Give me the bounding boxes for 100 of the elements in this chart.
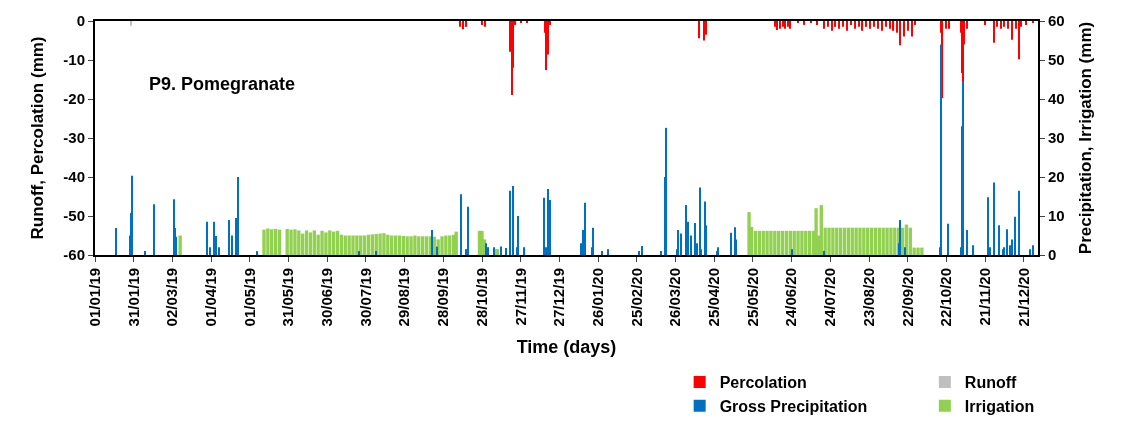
bar xyxy=(694,223,696,255)
bar xyxy=(972,245,975,255)
bar xyxy=(998,225,1000,255)
bar xyxy=(256,251,259,255)
x-tick-label: 01/05/19 xyxy=(240,268,258,327)
bar xyxy=(889,227,893,255)
bar xyxy=(1018,190,1020,255)
y2-tick-label: 0 xyxy=(1048,246,1057,264)
bar xyxy=(467,206,469,255)
bar xyxy=(505,247,508,255)
bar xyxy=(827,227,831,255)
bar xyxy=(920,247,924,255)
y2-tick-label: 40 xyxy=(1048,90,1065,108)
y-axis-title: Runoff, Percolation (mm) xyxy=(28,36,48,240)
x-tick-label: 01/04/19 xyxy=(201,268,219,327)
legend-label: Gross Precipitation xyxy=(719,397,868,415)
bar xyxy=(512,185,514,255)
bar xyxy=(417,236,421,255)
bar xyxy=(386,234,390,255)
bar xyxy=(431,230,433,255)
bar xyxy=(862,227,866,255)
x-tick-label: 22/09/20 xyxy=(898,268,916,327)
x-tick-label: 28/10/19 xyxy=(472,268,490,327)
bar xyxy=(819,205,823,255)
y2-tick-label: 60 xyxy=(1048,12,1065,30)
x-tick-label: 26/01/20 xyxy=(588,268,606,327)
bar xyxy=(304,230,309,255)
x-tick-label: 23/08/20 xyxy=(859,268,877,327)
bar xyxy=(289,229,293,255)
y-tick-label: -20 xyxy=(63,90,85,108)
bar xyxy=(699,187,701,255)
bar xyxy=(237,177,239,255)
x-tick-label: 21/11/20 xyxy=(975,268,993,326)
bar xyxy=(858,227,862,255)
bar xyxy=(547,189,549,255)
y-tick-label: -40 xyxy=(63,168,85,186)
annotation: P9. Pomegranate xyxy=(149,74,296,94)
bar xyxy=(320,230,324,255)
y-tick-label: -10 xyxy=(63,51,85,69)
bar xyxy=(831,227,835,255)
x-axis-title: Time (days) xyxy=(516,336,617,357)
bar xyxy=(409,236,413,255)
bar xyxy=(665,127,668,255)
bar xyxy=(1029,249,1031,255)
bar xyxy=(293,229,297,255)
bar xyxy=(228,219,230,255)
x-tick-label: 26/03/20 xyxy=(666,268,684,327)
bar xyxy=(543,197,545,255)
bar xyxy=(206,221,208,255)
x-tick-label: 22/10/20 xyxy=(937,268,955,327)
bar xyxy=(947,223,949,255)
y-tick-label: -30 xyxy=(63,129,85,147)
x-tick-label: 30/06/19 xyxy=(318,268,336,327)
legend-label: Runoff xyxy=(964,374,1018,392)
x-tick-label: 28/09/19 xyxy=(434,268,452,327)
bar xyxy=(500,246,502,255)
bar xyxy=(370,234,375,255)
bar xyxy=(660,251,662,255)
y2-tick-label: 30 xyxy=(1048,129,1065,147)
bar xyxy=(601,251,603,255)
y-tick-label: -60 xyxy=(63,246,85,264)
bar xyxy=(854,227,858,255)
bar xyxy=(436,246,438,255)
x-tick-label: 01/01/19 xyxy=(85,268,103,327)
bar xyxy=(517,216,519,255)
x-tick-label: 30/07/19 xyxy=(356,268,374,327)
bar xyxy=(685,205,687,255)
bar xyxy=(485,243,487,255)
bar xyxy=(680,233,682,255)
bar xyxy=(297,230,301,255)
bar xyxy=(440,236,444,255)
x-tick-label: 02/03/19 xyxy=(163,268,181,327)
bar xyxy=(966,230,968,255)
x-tick-label: 25/05/20 xyxy=(743,268,761,327)
x-tick-label: 24/07/20 xyxy=(821,268,839,327)
bar xyxy=(904,247,906,255)
x-tick-label: 27/12/19 xyxy=(550,268,568,327)
x-tick-label: 31/01/19 xyxy=(124,268,142,327)
bar xyxy=(308,232,313,255)
y2-axis-title: Precipitation, Irrigation (mm) xyxy=(1075,21,1095,255)
y2-tick-label: 50 xyxy=(1048,51,1065,69)
y-tick-label: 0 xyxy=(76,12,85,30)
bar xyxy=(328,230,332,255)
bar xyxy=(509,190,511,255)
bar xyxy=(1006,229,1008,255)
bar xyxy=(144,251,146,255)
x-tick-label: 21/12/20 xyxy=(1014,268,1032,327)
legend-label: Irrigation xyxy=(964,397,1035,415)
bar xyxy=(444,235,448,255)
bar xyxy=(796,230,800,255)
bar xyxy=(487,247,490,255)
bar xyxy=(375,251,377,255)
bar xyxy=(347,235,351,255)
bar xyxy=(178,235,182,255)
x-tick-label: 24/06/20 xyxy=(782,268,800,327)
bar xyxy=(791,249,793,255)
x-tick-label: 25/02/20 xyxy=(627,268,645,327)
bar xyxy=(916,247,920,255)
x-tick-label: 29/08/19 xyxy=(395,268,413,327)
bar xyxy=(607,249,610,255)
